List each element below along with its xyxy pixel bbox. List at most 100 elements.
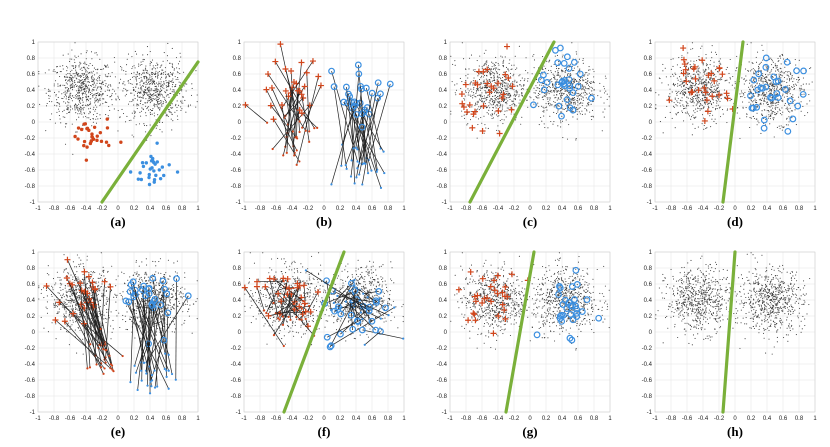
background-point	[126, 90, 128, 92]
background-point	[568, 69, 570, 71]
background-point	[584, 90, 586, 92]
background-point	[158, 93, 160, 95]
background-point	[66, 325, 68, 327]
background-point	[68, 98, 70, 101]
background-point	[195, 70, 197, 72]
background-point	[164, 99, 167, 101]
background-point	[139, 92, 141, 94]
class-point-plus	[486, 89, 493, 96]
background-point	[589, 94, 592, 96]
background-point	[507, 86, 509, 88]
background-point	[769, 71, 771, 74]
background-point	[668, 95, 670, 97]
background-point	[473, 88, 475, 90]
background-point	[47, 90, 49, 92]
background-point	[497, 101, 499, 103]
background-point	[163, 83, 165, 85]
background-point	[769, 85, 771, 87]
background-point	[565, 108, 567, 110]
background-point	[481, 95, 483, 97]
background-point	[107, 115, 109, 117]
background-point	[469, 119, 472, 121]
background-point	[685, 76, 687, 78]
class-point-circle	[530, 101, 537, 109]
background-point	[719, 100, 721, 102]
background-point	[157, 63, 159, 65]
background-point	[99, 86, 101, 88]
background-point	[752, 115, 754, 117]
background-point	[106, 311, 108, 313]
background-point	[716, 102, 718, 104]
background-point	[794, 88, 796, 90]
background-point	[497, 115, 499, 117]
x-tick-label: -0.4	[493, 206, 504, 212]
background-point	[76, 73, 78, 75]
background-point	[166, 60, 169, 62]
background-point	[578, 81, 580, 83]
background-point	[52, 278, 55, 280]
background-point	[143, 92, 145, 94]
background-point	[92, 278, 94, 280]
background-point	[163, 80, 165, 82]
x-tick-label: -0.4	[81, 206, 92, 212]
background-point	[97, 293, 99, 295]
background-point	[73, 65, 75, 67]
background-point	[170, 107, 172, 109]
displacement-arrow	[368, 114, 378, 170]
background-point	[699, 81, 701, 83]
background-point	[724, 80, 726, 82]
background-point	[62, 111, 64, 113]
background-point	[67, 73, 69, 75]
background-point	[589, 69, 591, 71]
background-point	[506, 82, 508, 84]
background-point	[547, 98, 549, 100]
background-point	[118, 99, 121, 101]
background-point	[505, 66, 507, 69]
background-point	[786, 71, 789, 73]
background-point	[498, 64, 500, 66]
background-point	[179, 72, 181, 75]
background-point	[131, 112, 133, 114]
background-point	[579, 79, 581, 82]
background-point	[496, 104, 498, 106]
background-point	[483, 87, 485, 89]
background-point	[81, 113, 83, 115]
background-point	[787, 110, 790, 112]
y-tick-label: 0.6	[27, 72, 36, 78]
background-point	[772, 119, 775, 121]
displacement-arrow	[296, 76, 319, 165]
background-point	[677, 83, 679, 85]
background-point	[697, 107, 699, 109]
background-point	[752, 62, 754, 65]
background-point	[689, 80, 691, 82]
background-point	[59, 85, 61, 87]
background-point	[175, 103, 177, 105]
background-point	[737, 107, 739, 109]
background-point	[99, 286, 101, 288]
background-point	[168, 75, 170, 77]
background-point	[105, 302, 107, 304]
background-point	[181, 108, 183, 110]
background-point	[750, 99, 752, 101]
background-point	[65, 74, 67, 76]
background-point	[166, 55, 168, 57]
background-point	[92, 96, 94, 98]
background-point	[484, 103, 486, 105]
background-point	[489, 107, 491, 109]
background-point	[496, 95, 499, 98]
background-point	[762, 92, 764, 94]
background-point	[556, 94, 558, 96]
background-point	[762, 95, 764, 97]
background-point	[508, 80, 510, 82]
background-point	[568, 77, 570, 79]
background-point	[518, 94, 520, 96]
background-point	[553, 90, 555, 93]
arrow-origin-point	[298, 120, 301, 123]
background-point	[140, 100, 142, 103]
background-point	[168, 96, 170, 98]
background-point	[516, 67, 518, 69]
background-point	[480, 82, 482, 84]
background-point	[79, 113, 81, 115]
background-point	[74, 109, 76, 111]
background-point	[68, 90, 70, 92]
